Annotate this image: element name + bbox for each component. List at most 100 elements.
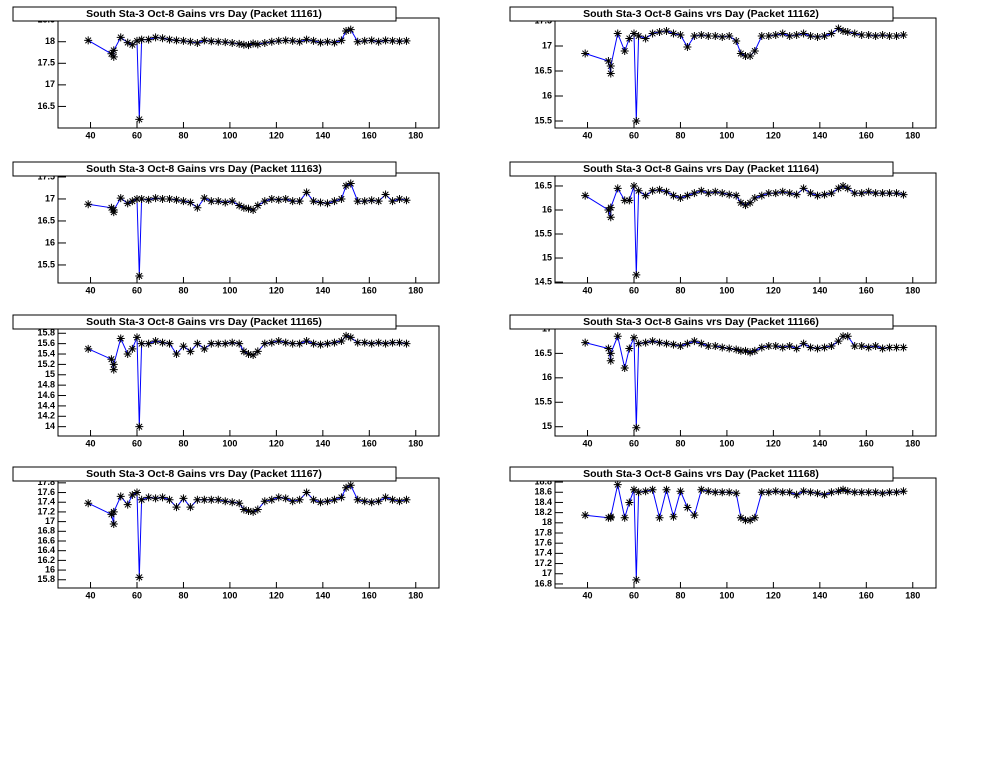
x-tick-label: 120	[766, 590, 781, 600]
marker	[785, 189, 794, 198]
marker	[346, 179, 355, 188]
marker	[388, 495, 397, 504]
marker	[302, 488, 311, 497]
x-tick-label: 100	[719, 590, 734, 600]
marker	[123, 199, 132, 208]
marker	[253, 347, 262, 356]
marker	[878, 189, 887, 198]
marker	[669, 340, 678, 349]
y-tick-label: 15	[542, 421, 552, 431]
marker	[158, 493, 167, 502]
marker	[309, 339, 318, 348]
x-tick-label: 160	[859, 285, 874, 295]
marker	[839, 332, 848, 341]
marker	[151, 494, 160, 503]
marker	[792, 190, 801, 199]
marker	[613, 184, 622, 193]
chart-title: South Sta-3 Oct-8 Gains vrs Day (Packet …	[86, 316, 322, 328]
marker	[750, 513, 759, 522]
marker	[228, 338, 237, 347]
marker	[288, 36, 297, 45]
marker	[757, 32, 766, 40]
x-tick-label: 60	[629, 285, 639, 295]
marker	[249, 351, 258, 360]
marker	[778, 187, 787, 196]
x-tick-label: 180	[905, 438, 920, 448]
title-box	[12, 314, 397, 330]
marker	[839, 181, 848, 190]
marker	[711, 488, 720, 497]
marker	[249, 205, 258, 214]
marker	[172, 350, 181, 359]
x-tick-label: 120	[269, 285, 284, 295]
marker	[778, 488, 787, 497]
marker	[632, 423, 641, 432]
y-tick-label: 15.8	[37, 574, 55, 584]
marker	[827, 342, 836, 351]
plot-frame	[554, 325, 937, 437]
marker	[342, 331, 351, 340]
marker	[827, 189, 836, 198]
x-tick-label: 120	[766, 285, 781, 295]
marker	[144, 35, 153, 44]
y-tick-label: 17.6	[37, 487, 55, 497]
marker	[697, 186, 706, 195]
marker	[711, 342, 720, 351]
x-tick-label: 60	[629, 438, 639, 448]
x-tick-label: 40	[583, 438, 593, 448]
x-tick-label: 160	[362, 590, 377, 600]
x-tick-label: 100	[222, 590, 237, 600]
marker	[158, 338, 167, 347]
marker	[200, 36, 209, 45]
y-tick-label: 16	[542, 204, 552, 214]
x-tick-label: 180	[905, 590, 920, 600]
marker	[302, 35, 311, 44]
title-box	[12, 466, 397, 482]
marker	[342, 181, 351, 190]
marker	[135, 115, 144, 124]
marker	[381, 339, 390, 348]
marker	[704, 487, 713, 496]
x-tick-label: 40	[86, 285, 96, 295]
x-tick-label: 40	[86, 130, 96, 140]
marker	[806, 343, 815, 352]
marker	[353, 197, 362, 206]
marker	[144, 339, 153, 348]
marker	[281, 194, 290, 203]
marker	[813, 33, 822, 41]
marker	[395, 497, 404, 506]
x-tick-label: 140	[315, 285, 330, 295]
marker	[736, 346, 745, 355]
marker	[244, 350, 253, 359]
marker	[367, 339, 376, 348]
x-tick-label: 80	[675, 130, 685, 140]
marker	[662, 187, 671, 196]
marker	[353, 37, 362, 46]
marker	[771, 189, 780, 198]
marker	[186, 503, 195, 512]
marker	[388, 338, 397, 347]
marker	[109, 205, 118, 214]
y-tick-label: 17	[45, 79, 55, 89]
marker	[151, 337, 160, 346]
chart-title: South Sta-3 Oct-8 Gains vrs Day (Packet …	[86, 163, 322, 175]
marker	[323, 199, 332, 208]
marker	[850, 342, 859, 351]
marker	[260, 197, 269, 206]
marker	[613, 480, 622, 489]
marker	[813, 489, 822, 498]
marker	[581, 49, 590, 58]
marker	[316, 38, 325, 47]
marker	[732, 345, 741, 354]
marker	[690, 189, 699, 198]
marker	[697, 485, 706, 494]
title-box	[12, 161, 397, 177]
x-tick-label: 160	[859, 438, 874, 448]
marker	[323, 497, 332, 506]
x-tick-label: 160	[859, 590, 874, 600]
marker	[799, 184, 808, 193]
marker	[813, 191, 822, 200]
chart-title: South Sta-3 Oct-8 Gains vrs Day (Packet …	[583, 316, 819, 328]
marker	[625, 498, 634, 507]
marker	[235, 39, 244, 48]
